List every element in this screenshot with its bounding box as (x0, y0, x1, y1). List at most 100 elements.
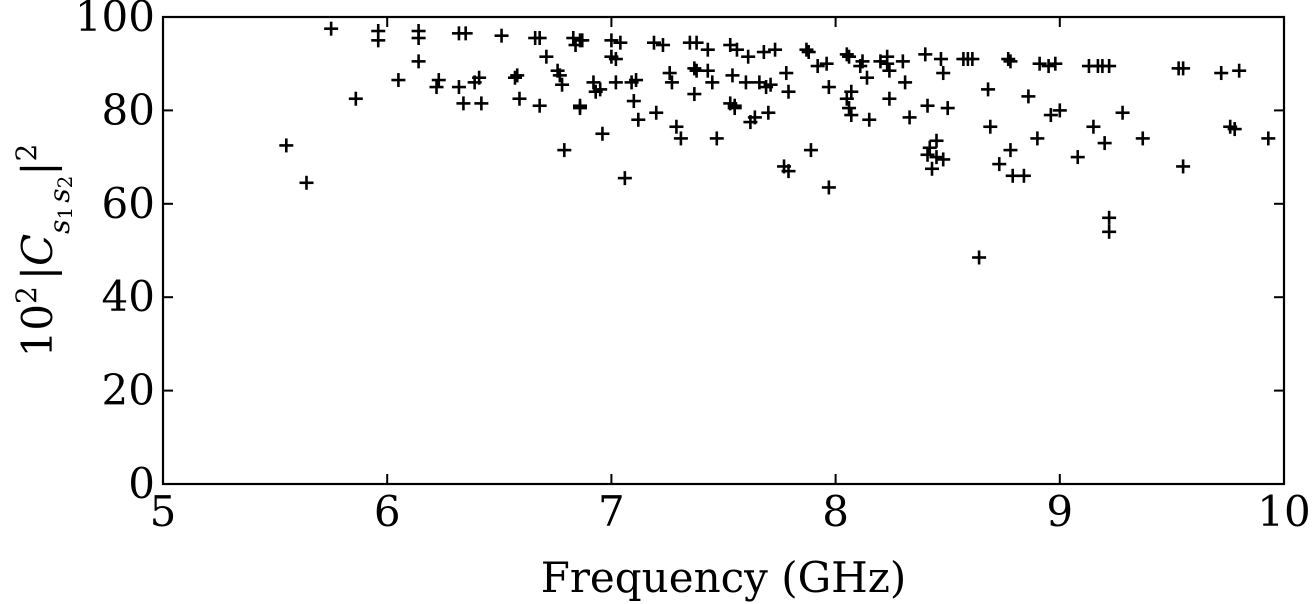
y-axis-title: 102|Cs1s2|2 (10, 144, 78, 358)
x-tick-label: 10 (1257, 487, 1310, 536)
scatter-point (725, 68, 740, 83)
scatter-point (1086, 119, 1101, 134)
scatter-point (617, 171, 632, 186)
scatter-point (761, 105, 776, 120)
scatter-point (781, 164, 796, 179)
scatter-point (1214, 66, 1229, 81)
scatter-point (687, 61, 702, 76)
scatter-point (801, 45, 816, 60)
scatter-point (810, 59, 825, 74)
scatter-point (1227, 122, 1242, 137)
scatter-point (729, 42, 744, 57)
scatter-point (768, 42, 783, 57)
scatter-point (552, 68, 567, 83)
y-tick-label: 100 (75, 0, 155, 41)
scatter-point (940, 101, 955, 116)
x-tick-label: 8 (822, 487, 849, 536)
scatter-point (981, 82, 996, 97)
scatter-point (411, 54, 426, 69)
scatter-point (920, 98, 935, 113)
scatter-point (494, 28, 509, 43)
scatter-point (763, 77, 778, 92)
scatter-point (882, 63, 897, 78)
y-tick-label: 0 (128, 459, 155, 508)
scatter-point (593, 82, 608, 97)
scatter-point (803, 143, 818, 158)
scatter-point (929, 150, 944, 165)
scatter-point (1001, 52, 1016, 67)
scatter-point (324, 21, 339, 36)
scatter-point (371, 24, 386, 39)
scatter-point (983, 119, 998, 134)
scatter-point (673, 131, 688, 146)
y-axis-title-sub1-index: 1 (53, 207, 77, 220)
scatter-point (855, 54, 870, 69)
scatter-point (821, 180, 836, 195)
scatter-point (573, 101, 588, 116)
scatter-point (1232, 63, 1247, 78)
scatter-point (738, 75, 753, 90)
scatter-point (925, 161, 940, 176)
x-tick-label: 7 (598, 487, 625, 536)
scatter-point (1115, 105, 1130, 120)
y-axis-title-sub2: s (43, 188, 76, 202)
scatter-point (880, 49, 895, 64)
scatter-point (1052, 103, 1067, 118)
y-axis-title-bar-right: | (13, 161, 62, 175)
scatter-point (918, 47, 933, 62)
scatter-point (1176, 159, 1191, 174)
scatter-point (662, 66, 677, 81)
scatter-points (279, 21, 1276, 265)
scatter-point (348, 91, 363, 106)
scatter-point (839, 91, 854, 106)
scatter-point (902, 110, 917, 125)
scatter-point (539, 49, 554, 64)
scatter-point (844, 84, 859, 99)
scatter-point (555, 77, 570, 92)
scatter-point (451, 80, 466, 95)
y-axis-title-coef-exp: 2 (10, 286, 43, 304)
x-tick-label: 6 (374, 487, 401, 536)
scatter-point (862, 112, 877, 127)
y-axis-title-sub1: s (43, 219, 76, 233)
scatter-point (689, 35, 704, 50)
scatter-point (842, 49, 857, 64)
scatter-point (575, 33, 590, 48)
scatter-point (965, 52, 980, 67)
scatter-point (458, 26, 473, 41)
y-axis-title-exp: 2 (10, 144, 43, 162)
scatter-point (1016, 168, 1031, 183)
scatter-point (649, 105, 664, 120)
scatter-point (604, 33, 619, 48)
scatter-point (992, 157, 1007, 172)
scatter-point (532, 31, 547, 46)
y-tick-label: 40 (102, 272, 155, 321)
scatter-point (1003, 143, 1018, 158)
scatter-point (1070, 150, 1085, 165)
scatter-point (664, 75, 679, 90)
scatter-point (391, 73, 406, 88)
scatter-point (700, 63, 715, 78)
scatter-point (819, 56, 834, 71)
scatter-point (279, 138, 294, 153)
scatter-point (1021, 89, 1036, 104)
x-tick-label: 9 (1046, 487, 1073, 536)
axis-ticks (162, 16, 1285, 485)
scatter-point (646, 35, 661, 50)
scatter-point (299, 175, 314, 190)
scatter-point (929, 133, 944, 148)
scatter-point (756, 45, 771, 60)
scatter-point (512, 91, 527, 106)
scatter-point (859, 70, 874, 85)
y-axis-title-c: C (13, 234, 62, 266)
scatter-point (1261, 131, 1276, 146)
scatter-point (474, 96, 489, 111)
scatter-point (557, 143, 572, 158)
scatter-point (1003, 54, 1018, 69)
y-tick-label: 20 (102, 366, 155, 415)
scatter-point (1041, 59, 1056, 74)
scatter-point (586, 75, 601, 90)
y-tick-label: 60 (102, 179, 155, 228)
scatter-point (781, 84, 796, 99)
